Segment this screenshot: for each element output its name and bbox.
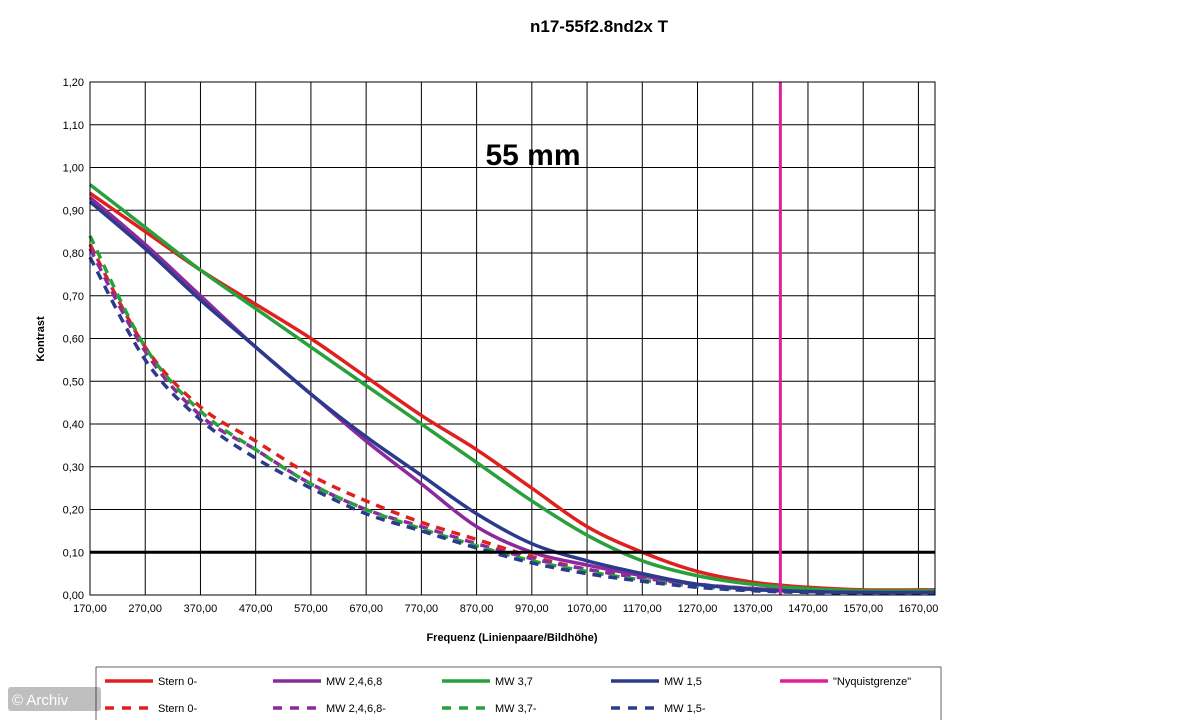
x-tick-label: 1670,00 — [899, 603, 939, 615]
series-line — [88, 200, 936, 595]
y-tick-label: 0,00 — [63, 590, 84, 602]
legend-label: MW 1,5 — [664, 676, 702, 688]
series-line — [88, 183, 936, 593]
y-tick-label: 0,60 — [63, 334, 84, 346]
plot-frame — [89, 81, 936, 596]
series-line — [88, 243, 936, 594]
watermark: © Archiv — [8, 687, 101, 711]
legend-label: "Nyquistgrenze" — [833, 676, 911, 688]
legend-label: MW 2,4,6,8- — [326, 703, 386, 715]
x-tick-label: 1170,00 — [623, 603, 662, 615]
y-tick-label: 0,70 — [63, 291, 84, 303]
x-tick-label: 170,00 — [73, 603, 107, 615]
legend-label: Stern 0- — [158, 676, 197, 688]
y-tick-labels: 0,00 0,10 0,20 0,30 0,40 0,50 0,60 0,70 0,80 0,90… — [63, 77, 84, 602]
legend-label: MW 1,5- — [664, 703, 706, 715]
x-tick-label: 1370,00 — [733, 603, 773, 615]
x-tick-label: 370,00 — [184, 603, 218, 615]
legend-label: MW 3,7- — [495, 703, 537, 715]
focal-length-annotation: 55 mm — [485, 139, 580, 172]
series-lines — [88, 183, 936, 595]
x-tick-label: 1570,00 — [843, 603, 883, 615]
x-tick-label: 670,00 — [349, 603, 383, 615]
y-tick-label: 1,20 — [63, 77, 84, 89]
y-tick-label: 1,10 — [63, 120, 84, 132]
y-tick-label: 1,00 — [63, 163, 84, 175]
x-tick-label: 470,00 — [239, 603, 273, 615]
y-tick-label: 0,90 — [63, 205, 84, 217]
x-tick-label: 1270,00 — [678, 603, 718, 615]
legend-label: MW 2,4,6,8 — [326, 676, 382, 688]
chart-title: n17-55f2.8nd2x T — [530, 17, 669, 36]
x-tick-label: 270,00 — [128, 603, 162, 615]
y-tick-label: 0,80 — [63, 248, 84, 260]
x-tick-label: 1070,00 — [567, 603, 607, 615]
watermark-backdrop — [8, 687, 101, 711]
x-tick-label: 870,00 — [460, 603, 494, 615]
x-axis-label: Frequenz (Linienpaare/Bildhöhe) — [426, 632, 597, 644]
y-tick-label: 0,40 — [63, 419, 84, 431]
y-tick-label: 0,20 — [63, 505, 84, 517]
y-tick-label: 0,10 — [63, 547, 84, 559]
y-tick-label: 0,50 — [63, 376, 84, 388]
x-tick-label: 1470,00 — [788, 603, 828, 615]
legend-label: Stern 0- — [158, 703, 197, 715]
legend-label: MW 3,7 — [495, 676, 533, 688]
x-tick-labels: 170,00 270,00 370,00 470,00 570,00 670,00 770,… — [73, 603, 938, 615]
legend-box — [95, 666, 942, 720]
legend: Stern 0- MW 2,4,6,8 MW 3,7 MW 1,5 "Nyquistgr… — [95, 666, 942, 720]
reference-lines — [90, 82, 935, 595]
x-tick-label: 970,00 — [515, 603, 549, 615]
y-tick-label: 0,30 — [63, 462, 84, 474]
watermark-text: © Archiv — [12, 692, 69, 709]
x-tick-label: 570,00 — [294, 603, 328, 615]
x-tick-label: 770,00 — [405, 603, 439, 615]
y-axis-label: Kontrast — [35, 316, 47, 362]
series-line — [88, 247, 936, 594]
